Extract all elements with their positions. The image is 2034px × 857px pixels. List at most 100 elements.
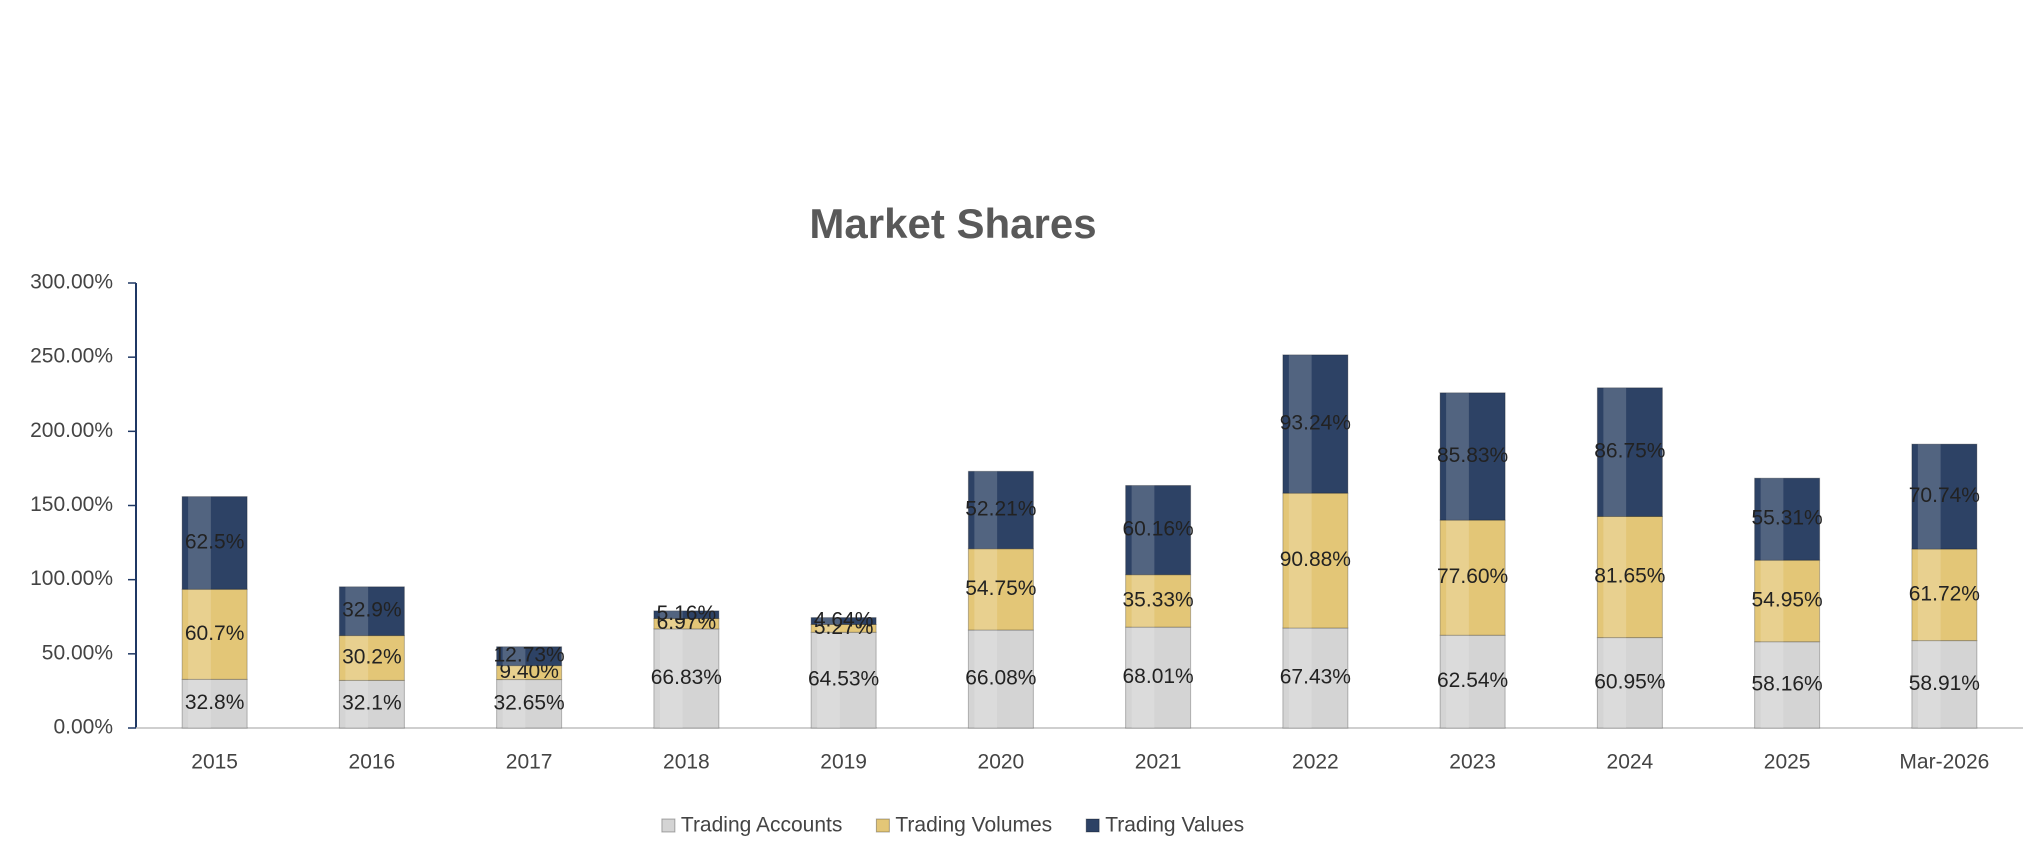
bar-shine: [345, 680, 369, 728]
bar-shine: [974, 629, 998, 728]
y-tick-label: 150.00%: [30, 493, 113, 516]
bar-segment: [1439, 634, 1506, 729]
bar-segment: [1282, 354, 1349, 494]
data-label: 54.75%: [965, 577, 1036, 600]
x-tick-label: 2017: [506, 751, 553, 774]
data-label: 32.9%: [342, 599, 402, 622]
bar-segment: [1125, 626, 1192, 729]
bar-shine: [502, 665, 526, 680]
bar-shine: [1917, 640, 1941, 728]
data-label: 62.5%: [185, 531, 245, 554]
bar-shine: [1917, 444, 1941, 550]
bar-shine: [1288, 627, 1312, 728]
x-tick-label: 2015: [191, 751, 238, 774]
bar-shine: [1131, 485, 1155, 575]
data-label: 61.72%: [1909, 582, 1980, 605]
bar-shine: [1760, 478, 1784, 561]
bar-shine: [817, 632, 840, 728]
data-label: 86.75%: [1594, 440, 1665, 463]
bar-segment: [338, 586, 405, 637]
bar-segment: [181, 588, 248, 680]
data-label: 55.31%: [1752, 507, 1823, 530]
bar-segment: [1911, 443, 1978, 550]
y-tick-label: 50.00%: [42, 641, 113, 664]
bar-segment: [1439, 392, 1506, 521]
data-label: 70.74%: [1909, 484, 1980, 507]
bar-shine: [974, 471, 998, 549]
bar-segment: [338, 635, 405, 681]
bar-shine: [1288, 354, 1312, 494]
x-tick-label: 2025: [1764, 751, 1811, 774]
bar-segment: [1439, 519, 1506, 636]
bar-shine: [817, 617, 840, 625]
data-label: 54.95%: [1752, 589, 1823, 612]
data-label: 60.95%: [1594, 670, 1665, 693]
bar-segment: [1125, 484, 1192, 576]
data-label: 64.53%: [808, 668, 879, 691]
bar-shine: [1288, 493, 1312, 628]
data-label: 32.8%: [185, 691, 245, 714]
bar-segment: [1596, 387, 1663, 517]
bar-segment: [181, 496, 248, 590]
bar-segment: [1911, 640, 1978, 729]
x-tick-label: 2022: [1292, 751, 1339, 774]
bar-segment: [1282, 492, 1349, 629]
data-label: 67.43%: [1280, 666, 1351, 689]
bar-shine: [1131, 627, 1155, 728]
bar-shine: [817, 624, 840, 633]
bar-segment: [653, 618, 720, 630]
y-tick-label: 250.00%: [30, 345, 113, 368]
bar-segment: [967, 629, 1034, 729]
bar-shine: [1446, 635, 1469, 728]
bar-shine: [1131, 574, 1155, 628]
bar-shine: [345, 586, 369, 636]
bar-segment: [653, 628, 720, 729]
data-label: 4.64%: [814, 609, 874, 632]
data-label: 68.01%: [1123, 665, 1194, 688]
bar-segment: [496, 665, 563, 681]
bar-segment: [967, 470, 1034, 550]
data-label: 60.16%: [1123, 518, 1194, 541]
bar-segment: [1754, 641, 1821, 729]
data-label: 85.83%: [1437, 444, 1508, 467]
legend-swatch: [661, 818, 676, 833]
data-label: 77.60%: [1437, 565, 1508, 588]
bar-shine: [1917, 549, 1941, 641]
bar-segment: [338, 679, 405, 729]
bar-segment: [653, 610, 720, 620]
bar-segment: [1125, 574, 1192, 628]
y-tick-label: 200.00%: [30, 419, 113, 442]
data-label: 81.65%: [1594, 565, 1665, 588]
bar-shine: [1446, 392, 1469, 521]
bar-shine: [502, 679, 526, 728]
bar-segment: [1911, 548, 1978, 642]
legend-label: Trading Volumes: [895, 814, 1052, 837]
legend-label: Trading Values: [1105, 814, 1244, 837]
bar-segment: [1754, 559, 1821, 643]
bar-segment: [496, 646, 563, 667]
bar-shine: [659, 618, 683, 629]
x-tick-label: 2020: [978, 751, 1025, 774]
bar-shine: [188, 589, 211, 680]
bar-shine: [345, 635, 369, 681]
bar-shine: [502, 646, 526, 666]
data-label: 62.54%: [1437, 669, 1508, 692]
bar-segment: [810, 631, 877, 729]
legend: Trading Accounts Trading Volumes Trading V…: [661, 814, 1244, 837]
legend-label: Trading Accounts: [681, 814, 842, 837]
y-tick-label: 300.00%: [30, 271, 113, 294]
bar-shine: [1603, 637, 1627, 728]
x-tick-label: 2023: [1449, 751, 1496, 774]
data-label: 5.16%: [657, 602, 717, 625]
bar-shine: [1603, 516, 1627, 638]
data-label: 52.21%: [965, 498, 1036, 521]
data-label: 9.40%: [499, 660, 559, 683]
legend-swatch: [875, 818, 890, 833]
x-tick-label: 2019: [820, 751, 867, 774]
bar-shine: [974, 548, 998, 630]
bar-segment: [1596, 515, 1663, 639]
data-label: 12.73%: [494, 644, 565, 667]
data-label: 30.2%: [342, 646, 402, 669]
data-label: 66.83%: [651, 666, 722, 689]
